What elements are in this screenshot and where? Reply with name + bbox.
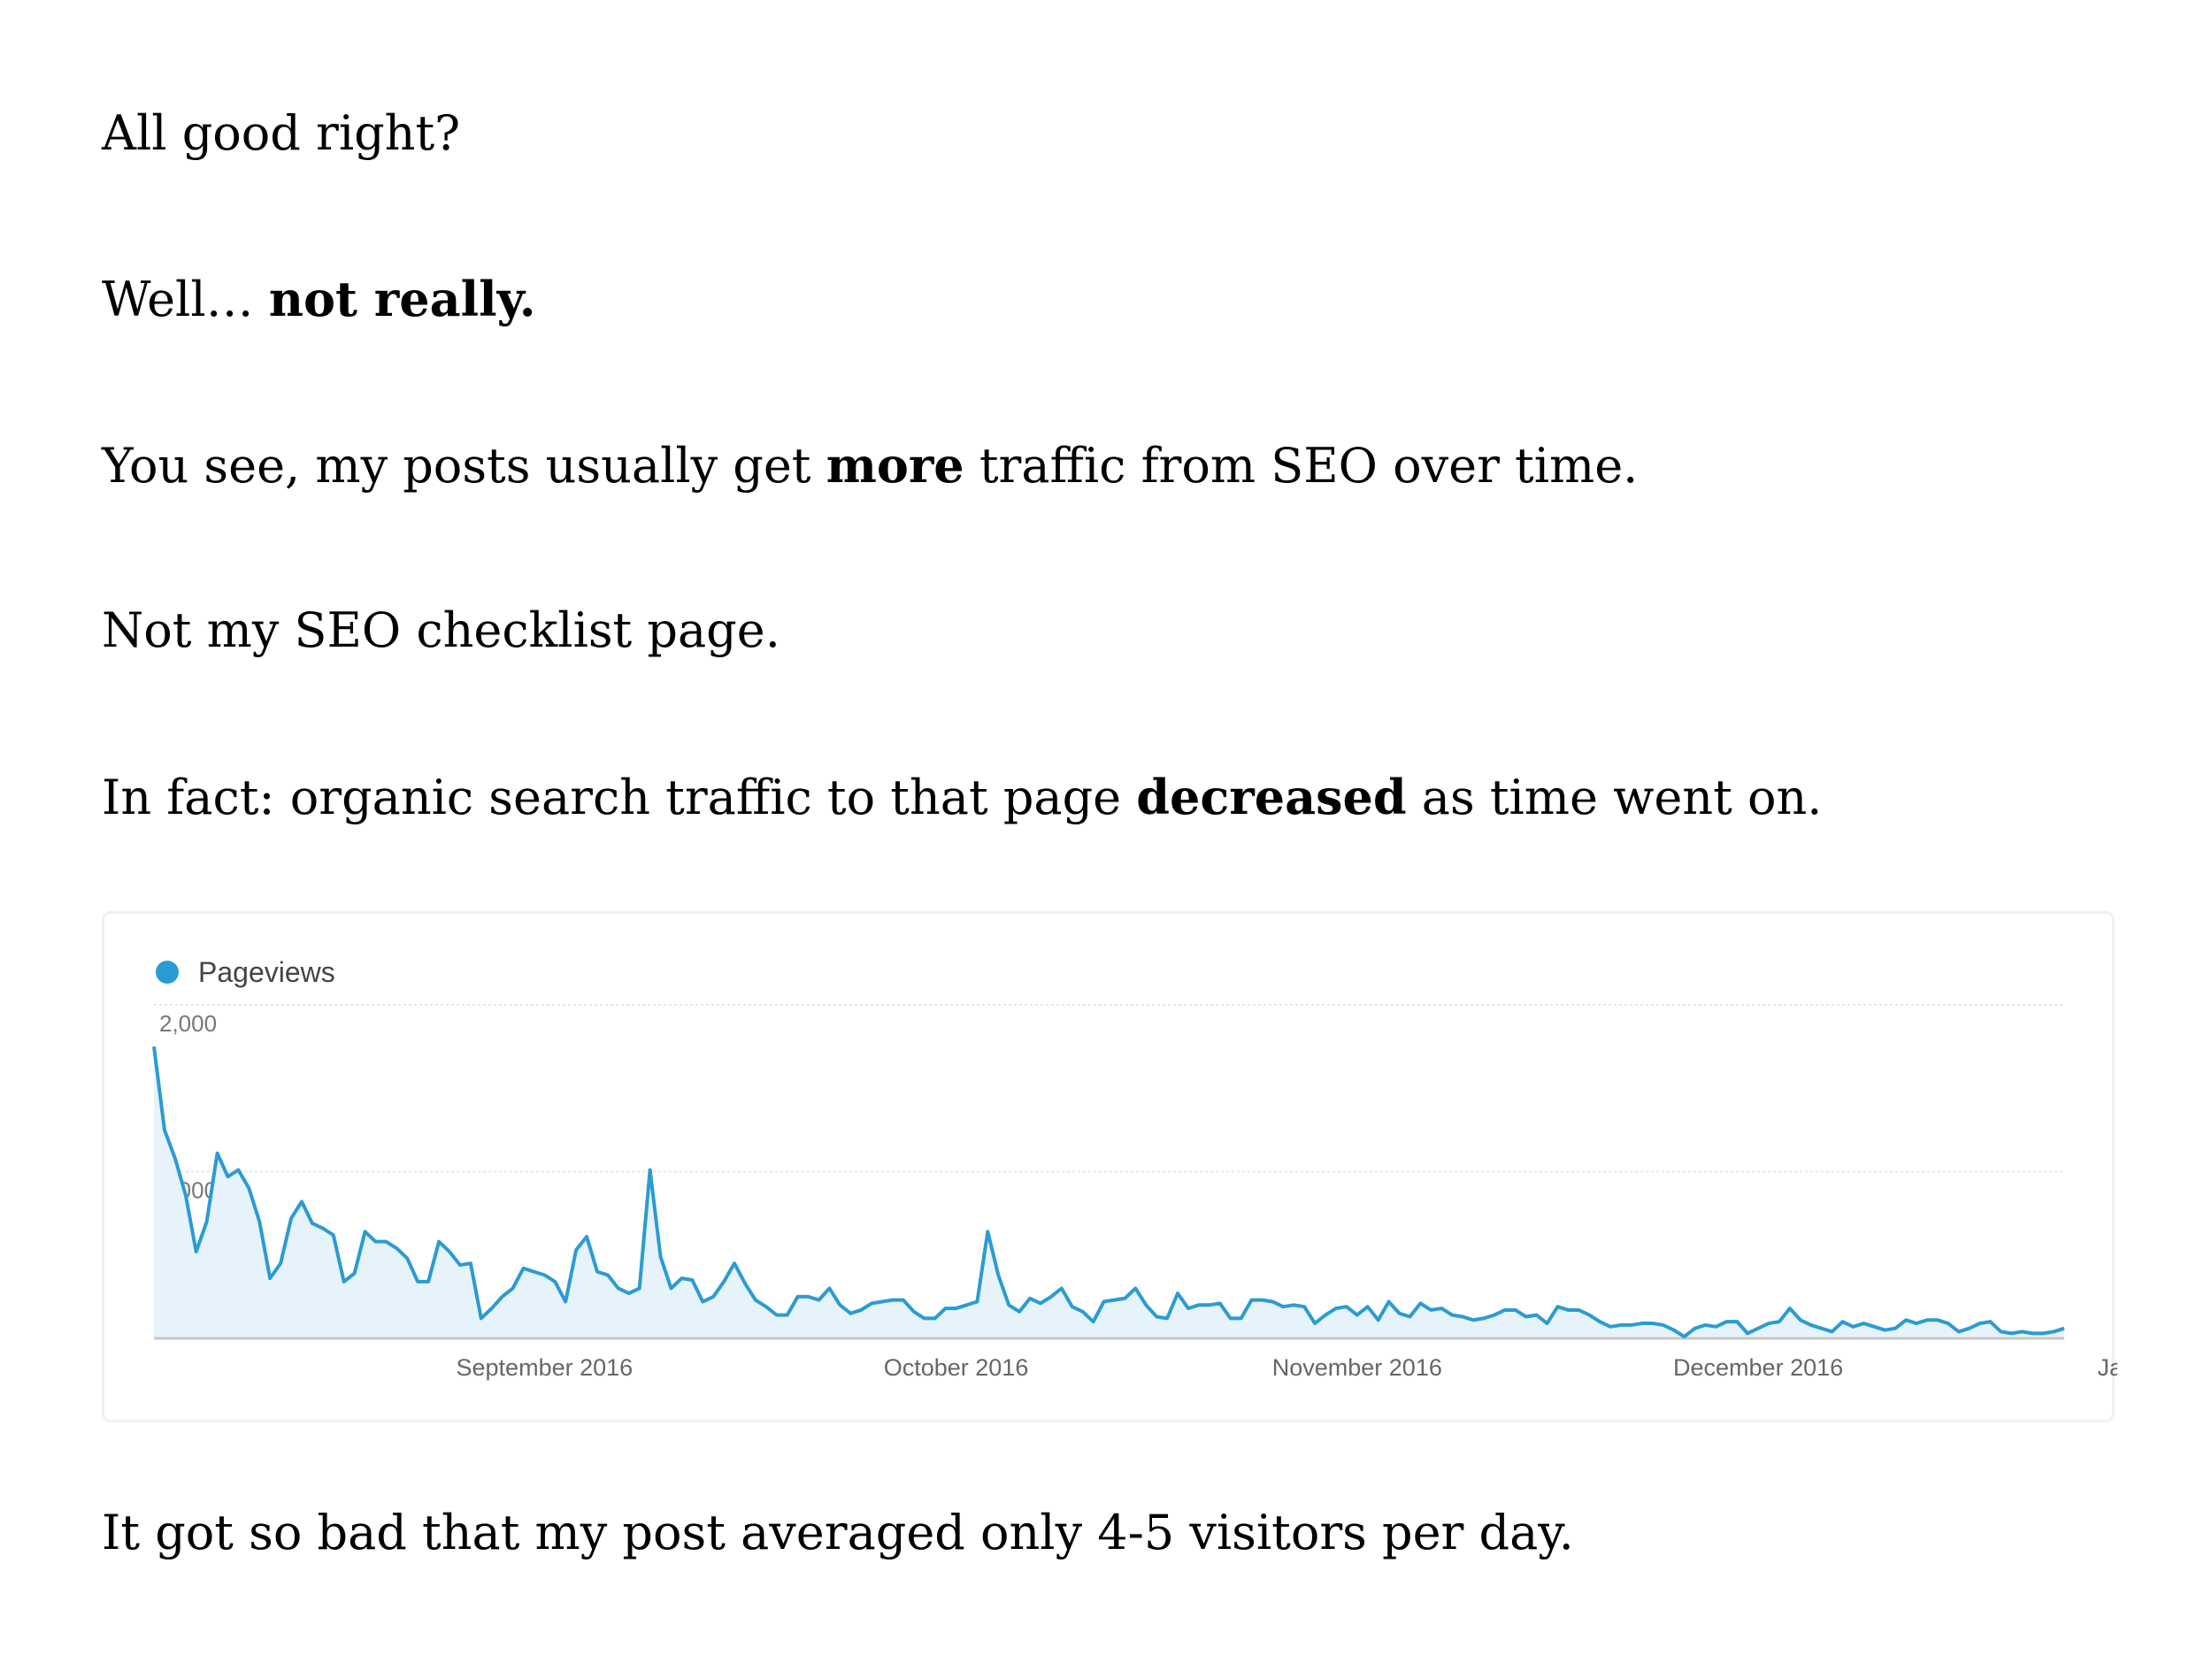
- legend-marker-icon: [156, 961, 179, 984]
- emphasis-not-really: not really.: [268, 271, 536, 327]
- x-tick-label: October 2016: [884, 1354, 1029, 1381]
- paragraph-not-really: Well… not really.: [102, 268, 536, 331]
- emphasis-decreased: decreased: [1136, 769, 1407, 825]
- pageviews-chart-card: 2,000 1,000 September 2016 October 2016 Nove…: [102, 911, 2117, 1422]
- y-tick-label: 2,000: [159, 1010, 217, 1037]
- emphasis-more: more: [826, 437, 964, 494]
- x-tick-label: December 2016: [1673, 1354, 1843, 1381]
- paragraph-more-traffic-start: You see, my posts usually get: [102, 438, 826, 494]
- paragraph-intro: All good right?: [102, 103, 460, 165]
- x-tick-label: January 2017: [2097, 1354, 2117, 1381]
- paragraph-checklist-page-text: Not my SEO checklist page.: [102, 602, 780, 658]
- paragraph-decreased: In fact: organic search traffic to that …: [102, 766, 1822, 829]
- paragraph-decreased-end: as time went on.: [1406, 770, 1823, 825]
- paragraph-more-traffic-end: traffic from SEO over time.: [964, 438, 1639, 494]
- paragraph-not-really-text: Well…: [102, 272, 269, 327]
- x-tick-label: November 2016: [1272, 1354, 1442, 1381]
- legend-label: Pageviews: [198, 956, 335, 988]
- x-tick-label: September 2016: [457, 1354, 634, 1381]
- paragraph-intro-text: All good right?: [102, 105, 461, 161]
- paragraph-checklist-page: Not my SEO checklist page.: [102, 600, 780, 662]
- paragraph-visitors-per-day-text: It got so bad that my post averaged only…: [102, 1505, 1574, 1560]
- pageviews-series-line: [152, 1046, 2065, 1339]
- pageviews-area-fill: [154, 1046, 2064, 1338]
- paragraph-visitors-per-day: It got so bad that my post averaged only…: [102, 1502, 1574, 1564]
- paragraph-more-traffic: You see, my posts usually get more traff…: [102, 434, 1638, 497]
- paragraph-decreased-start: In fact: organic search traffic to that …: [102, 770, 1137, 825]
